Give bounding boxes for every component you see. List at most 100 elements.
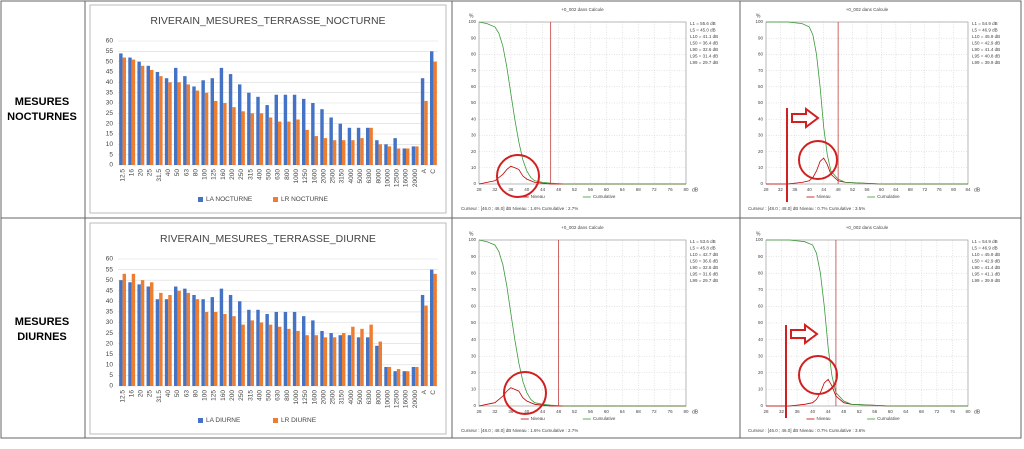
bar	[186, 292, 190, 386]
y-tick-label: 10	[758, 387, 764, 392]
bar	[155, 72, 160, 165]
y-tick-label: 45	[106, 287, 114, 294]
y-tick-label: 25	[106, 330, 114, 337]
legend-swatch	[273, 197, 278, 202]
x-tick-label: 52	[850, 187, 856, 192]
bar	[256, 96, 260, 165]
bar	[159, 76, 163, 165]
bar	[396, 148, 401, 165]
x-tick-label: 44	[821, 187, 827, 192]
bar	[415, 146, 419, 165]
x-tick-label: 100	[202, 169, 209, 180]
x-axis-unit: dB	[692, 187, 699, 193]
series-line	[766, 239, 968, 407]
x-tick-label: 200	[229, 390, 236, 401]
x-tick-label: 31.5	[156, 390, 163, 403]
y-tick-label: 100	[755, 19, 763, 24]
y-tick-label: 20	[758, 370, 764, 375]
x-tick-label: 32	[779, 409, 785, 414]
bar	[259, 322, 264, 386]
bar	[283, 94, 288, 165]
y-tick-label: 90	[471, 35, 477, 40]
x-tick-label: 1000	[293, 169, 300, 184]
y-tick-label: 0	[760, 181, 763, 186]
bar	[332, 337, 337, 386]
x-tick-label: 3150	[339, 169, 346, 184]
y-tick-label: 90	[471, 254, 477, 259]
bar	[228, 74, 233, 165]
bar	[232, 107, 236, 165]
legend-label: Cumulative	[593, 194, 616, 199]
bar	[347, 127, 352, 165]
stat-line: L1 = 54.9 dB	[972, 21, 998, 26]
plot-footer: Curseur : [46.0 ; 46.0] dB Niveau : 0.7%…	[748, 428, 865, 433]
x-tick-label: 63	[183, 390, 190, 398]
chart-title: RIVERAIN_MESURES_TERRASSE_NOCTURNE	[150, 15, 385, 27]
legend-label: Niveau	[531, 416, 546, 421]
x-tick-label: 125	[211, 169, 218, 180]
bar	[232, 316, 236, 386]
bar	[268, 117, 273, 165]
bar	[122, 273, 126, 386]
bar	[238, 301, 242, 386]
x-tick-label: 60	[879, 187, 885, 192]
bar	[195, 299, 200, 386]
x-tick-label: 4000	[348, 390, 355, 405]
bar	[204, 92, 209, 165]
bar	[241, 111, 245, 165]
stat-line: L50 = 36.4 dB	[690, 41, 718, 46]
x-tick-label: 16	[128, 169, 135, 177]
y-tick-label: 20	[106, 120, 114, 127]
legend-label: LR NOCTURNE	[281, 196, 329, 203]
y-tick-label: 45	[106, 69, 114, 76]
legend-swatch	[198, 197, 203, 202]
x-tick-label: 16000	[403, 390, 410, 408]
x-tick-label: 200	[229, 169, 236, 180]
y-tick-label: 100	[468, 237, 476, 242]
y-tick-label: 70	[471, 68, 477, 73]
x-tick-label: 80	[192, 390, 199, 398]
stat-line: L50 = 36.6 dB	[690, 259, 718, 264]
series-line	[478, 165, 686, 185]
x-tick-label: 76	[668, 409, 674, 414]
x-tick-label: 3150	[339, 390, 346, 405]
bar	[265, 314, 269, 386]
x-tick-label: 2000	[320, 390, 327, 405]
bar	[369, 324, 373, 386]
bar	[128, 57, 132, 165]
bar	[186, 84, 190, 165]
y-tick-label: 40	[758, 116, 764, 121]
bar	[250, 113, 254, 165]
series-line	[478, 21, 686, 185]
x-tick-label: 20000	[412, 390, 419, 408]
bar	[387, 366, 392, 386]
bar	[356, 127, 361, 165]
legend-label: Cumulative	[877, 416, 900, 421]
bar	[415, 366, 419, 386]
x-tick-label: 125	[211, 390, 218, 401]
x-tick-label: 400	[256, 169, 263, 180]
bar	[228, 294, 233, 386]
x-tick-label: 630	[275, 390, 282, 401]
x-tick-label: 52	[857, 409, 863, 414]
bar	[183, 288, 187, 386]
x-tick-label: 10000	[384, 390, 391, 408]
bar	[338, 123, 342, 165]
x-tick-label: 28	[476, 187, 482, 192]
y-tick-label: 30	[471, 133, 477, 138]
y-tick-label: 30	[758, 133, 764, 138]
x-tick-label: 315	[247, 390, 254, 401]
bar	[406, 371, 410, 386]
bar	[296, 119, 300, 165]
stat-line: L99 = 39.9 dB	[972, 60, 1000, 65]
stat-line: L10 = 45.9 dB	[972, 34, 1000, 39]
x-tick-label: 4000	[348, 169, 355, 184]
stat-line: L99 = 39.9 dB	[972, 278, 1000, 283]
legend-label: Niveau	[817, 416, 832, 421]
y-tick-label: 15	[106, 351, 114, 358]
bar	[155, 299, 160, 386]
x-tick-label: 1250	[302, 169, 309, 184]
y-tick-label: 90	[758, 254, 764, 259]
bar	[351, 140, 355, 165]
x-tick-label: 60	[604, 187, 610, 192]
